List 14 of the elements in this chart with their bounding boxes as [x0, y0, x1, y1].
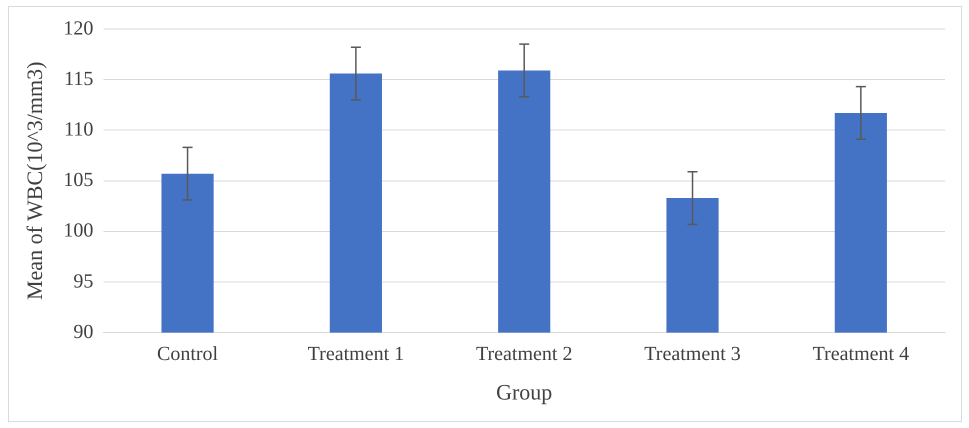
y-tick-label: 105	[63, 169, 94, 192]
y-tick-label: 110	[64, 118, 94, 140]
y-tick-label: 115	[64, 68, 94, 90]
y-tick-label: 120	[63, 17, 94, 40]
x-tick-label: Treatment 1	[308, 342, 404, 365]
x-tick-label: Treatment 4	[812, 342, 910, 365]
x-tick-label: Control	[156, 342, 219, 365]
y-axis-title: Mean of WBC(10^3/mm3)	[22, 62, 47, 300]
x-tick-label: Treatment 3	[644, 342, 741, 365]
x-axis-title: Group	[496, 380, 552, 405]
y-tick-label: 95	[73, 270, 94, 292]
y-tick-label: 90	[73, 320, 94, 343]
x-tick-label: Treatment 2	[476, 342, 572, 365]
y-tick-label: 100	[63, 220, 94, 242]
